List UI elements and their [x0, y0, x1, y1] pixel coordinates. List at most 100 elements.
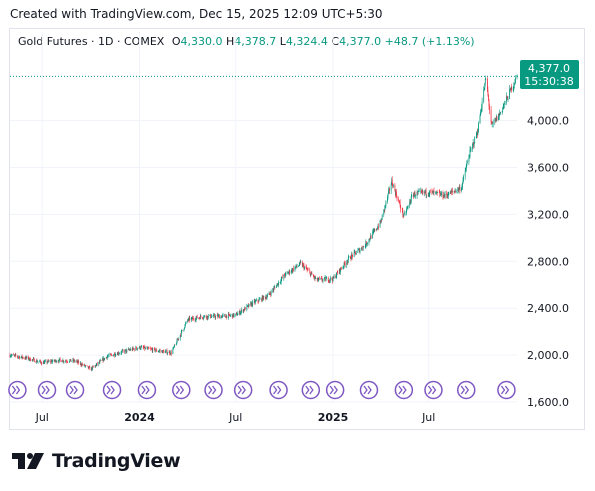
candle — [235, 313, 237, 317]
candle — [436, 191, 438, 195]
candle — [410, 194, 412, 204]
candle — [225, 313, 227, 319]
event-marker-icon — [204, 380, 223, 400]
candle-body — [488, 94, 489, 100]
candle — [381, 213, 383, 221]
tradingview-wordmark: TradingView — [52, 450, 181, 472]
candle-body — [143, 347, 145, 349]
candle — [458, 184, 460, 191]
candle-body — [499, 113, 500, 116]
candle — [210, 317, 212, 319]
candle — [132, 346, 134, 351]
candle — [470, 147, 472, 153]
candle-body — [29, 357, 31, 361]
candle — [91, 366, 92, 372]
candle-body — [496, 116, 498, 121]
candle-body — [373, 230, 375, 232]
candle-body — [176, 339, 178, 344]
candle — [462, 182, 463, 190]
candle — [352, 254, 353, 260]
tradingview-logo[interactable]: TradingView — [12, 450, 181, 472]
candle-body — [225, 316, 227, 318]
candle — [214, 313, 215, 318]
candle-body — [236, 313, 238, 316]
candle-body — [263, 296, 265, 298]
candle — [322, 278, 324, 284]
candle-body — [298, 265, 300, 267]
candle-body — [59, 358, 61, 361]
candle-body — [31, 359, 33, 361]
candle — [495, 117, 497, 124]
candle-body — [307, 269, 309, 271]
candle — [346, 259, 348, 269]
candle-body — [359, 248, 360, 253]
candle — [280, 276, 282, 285]
candle-body — [459, 187, 461, 191]
candle — [37, 359, 38, 363]
candle-body — [351, 254, 353, 255]
candle-body — [77, 360, 79, 363]
candle — [248, 303, 249, 309]
candle-body — [155, 349, 157, 351]
candle — [485, 78, 487, 80]
candle-body — [69, 360, 71, 362]
candle-body — [304, 266, 305, 269]
candle — [340, 267, 341, 275]
candle-body — [154, 350, 156, 352]
candle — [443, 194, 444, 199]
candle-body — [481, 101, 483, 108]
candle-body — [516, 74, 518, 78]
candle — [310, 271, 312, 275]
legend-open-label: O — [171, 35, 181, 48]
candle — [285, 271, 286, 278]
candle — [91, 367, 93, 371]
candle-body — [440, 192, 442, 196]
candle-body — [116, 354, 118, 355]
candle — [399, 200, 401, 205]
candle — [483, 86, 485, 104]
candle-body — [347, 257, 349, 261]
candle — [375, 227, 377, 232]
candle-body — [204, 315, 205, 317]
candle — [403, 212, 405, 218]
event-marker-icon — [65, 380, 85, 400]
candle — [461, 183, 463, 190]
candle-body — [269, 292, 270, 294]
legend-close-value: 4,377.0 — [339, 35, 382, 48]
candle — [76, 359, 78, 363]
event-marker-arrows — [175, 385, 185, 395]
candle-body — [340, 267, 341, 273]
candle-body — [229, 315, 231, 316]
candle-body — [455, 190, 457, 193]
chart-frame[interactable] — [9, 28, 585, 430]
candle-body — [503, 104, 505, 107]
candle-body — [189, 317, 191, 321]
candle-body — [96, 363, 98, 365]
candle — [506, 92, 507, 105]
candle — [222, 313, 223, 319]
candle-body — [11, 355, 12, 356]
candle — [328, 280, 330, 283]
candle-body — [218, 315, 220, 316]
candle — [424, 191, 426, 195]
candle — [28, 355, 29, 361]
candle — [475, 132, 477, 139]
candle-body — [231, 314, 233, 316]
candle — [299, 260, 301, 265]
candle-body — [159, 350, 161, 352]
candle-body — [259, 299, 260, 300]
candle — [191, 315, 193, 321]
candle — [59, 358, 61, 361]
candle-body — [184, 324, 186, 328]
candle — [243, 309, 245, 314]
candle-body — [248, 303, 250, 307]
candle — [231, 313, 233, 318]
candle-body — [426, 194, 427, 196]
candle-body — [405, 212, 407, 214]
candle — [440, 192, 442, 196]
candle-body — [143, 346, 145, 348]
candle — [221, 315, 222, 319]
candle-body — [124, 349, 126, 353]
candle-body — [121, 351, 122, 354]
